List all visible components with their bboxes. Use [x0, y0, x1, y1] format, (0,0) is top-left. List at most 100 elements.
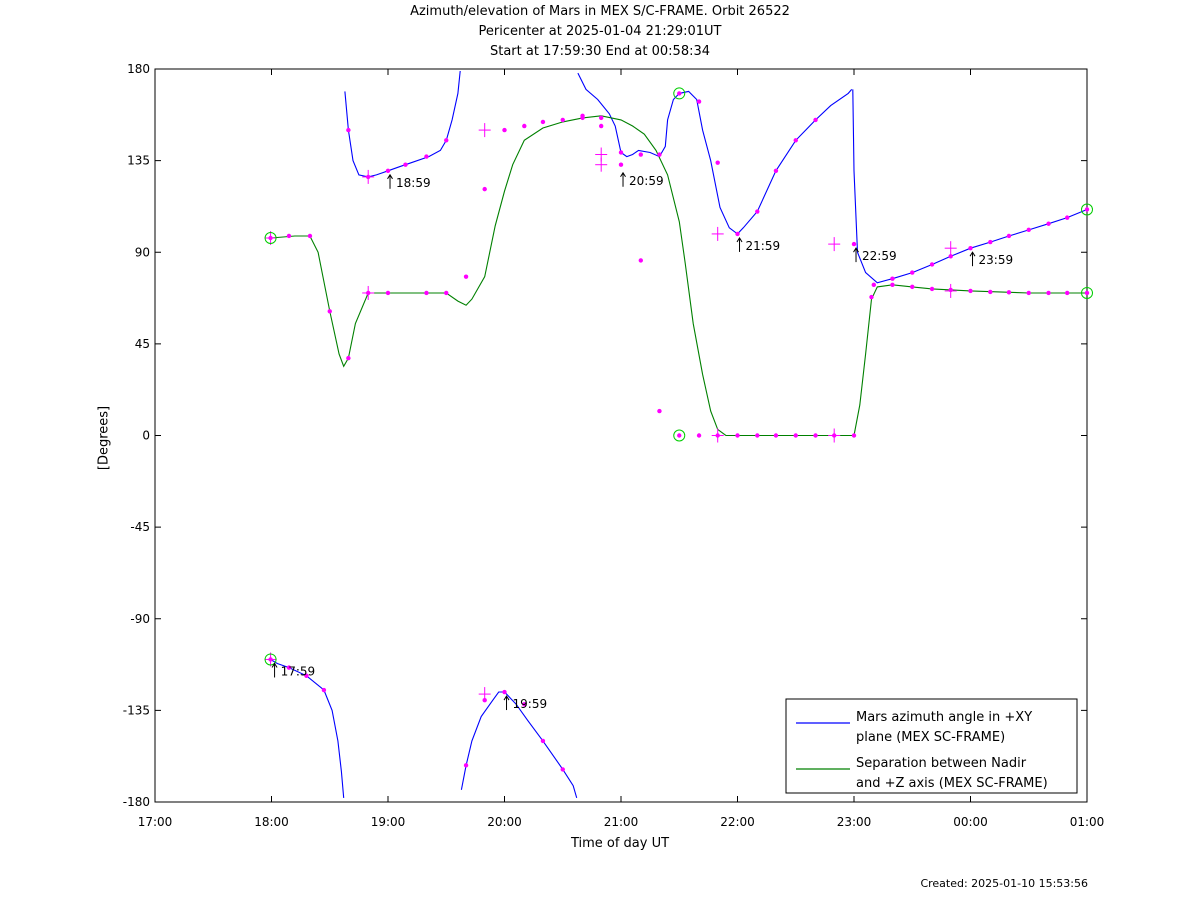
- legend-label: Mars azimuth angle in +XY: [856, 710, 1032, 725]
- data-point-marker: [968, 288, 973, 294]
- time-annotation-label: 20:59: [629, 174, 664, 188]
- x-tick-label: 19:00: [371, 815, 406, 829]
- data-point-marker: [813, 117, 818, 123]
- endpoint-circle-marker: [1081, 203, 1093, 216]
- data-point-marker: [321, 687, 327, 693]
- annotation-arrow-head: [387, 173, 393, 180]
- data-point-marker: [1026, 227, 1031, 233]
- azimuth-series-line: [270, 659, 345, 798]
- chart-subtitle-time-range: Start at 17:59:30 End at 00:58:34: [489, 44, 711, 59]
- data-point-marker: [424, 290, 429, 296]
- data-point-marker: [890, 282, 895, 288]
- annotation-arrow-head: [736, 236, 743, 243]
- data-point-marker: [677, 91, 682, 96]
- data-point-marker: [910, 270, 915, 275]
- data-point-marker: [851, 241, 857, 247]
- data-point-marker: [696, 433, 702, 438]
- separation-series-line: [270, 115, 1087, 437]
- time-annotation-label: 21:59: [746, 239, 781, 253]
- y-tick-label: 135: [127, 154, 150, 168]
- data-point-marker: [1006, 233, 1012, 239]
- time-annotation-label: 19:59: [513, 697, 548, 711]
- x-tick-label: 23:00: [837, 815, 872, 829]
- endpoint-circle-marker: [1081, 286, 1093, 299]
- data-point-marker: [463, 274, 469, 279]
- data-point-marker: [773, 168, 779, 174]
- y-tick-label: 45: [135, 337, 150, 351]
- data-point-marker: [657, 408, 662, 414]
- data-point-marker: [346, 355, 351, 361]
- x-tick-label: 17:00: [138, 815, 173, 829]
- data-point-marker: [1006, 290, 1012, 295]
- data-point-marker: [929, 262, 935, 267]
- data-point-marker: [385, 168, 391, 174]
- data-point-marker: [696, 99, 702, 104]
- data-point-marker: [385, 290, 391, 296]
- data-point-marker: [580, 113, 585, 119]
- data-point-marker: [890, 276, 895, 281]
- data-point-marker: [869, 294, 874, 300]
- azimuth-series-line: [344, 70, 461, 178]
- chart-title: Azimuth/elevation of Mars in MEX S/C-FRA…: [410, 4, 790, 19]
- data-point-marker: [482, 186, 487, 192]
- y-tick-label: 0: [142, 429, 150, 443]
- y-tick-label: 90: [135, 245, 150, 259]
- data-point-marker: [755, 209, 760, 214]
- data-point-marker: [1026, 290, 1031, 296]
- data-point-marker: [444, 138, 449, 143]
- legend-box: [785, 698, 1078, 794]
- data-point-marker: [560, 767, 565, 772]
- data-point-marker: [1046, 221, 1051, 226]
- x-tick-label: 01:00: [1070, 815, 1105, 829]
- endpoint-circle-marker: [264, 653, 277, 666]
- data-point-marker: [1084, 290, 1090, 296]
- time-annotation-label: 18:59: [396, 176, 431, 190]
- time-annotation-label: 17:59: [281, 664, 316, 678]
- data-point-marker: [1064, 215, 1070, 220]
- data-point-marker: [1046, 290, 1051, 296]
- endpoint-circle-marker: [673, 429, 686, 442]
- data-point-marker: [715, 160, 720, 165]
- data-point-marker: [988, 289, 993, 295]
- azimuth-series-line: [577, 72, 853, 235]
- data-point-marker: [444, 290, 449, 296]
- data-point-marker: [638, 152, 644, 157]
- data-point-marker: [286, 665, 292, 670]
- plot-frame: [154, 68, 1088, 803]
- data-point-marker: [307, 233, 313, 239]
- annotation-arrow-head: [271, 662, 278, 668]
- data-point-marker: [286, 233, 292, 239]
- data-point-marker: [851, 433, 857, 438]
- y-axis-label: [Degrees]: [96, 405, 112, 471]
- data-point-marker: [657, 152, 662, 157]
- endpoint-circle-marker: [673, 87, 686, 100]
- data-point-marker: [988, 239, 993, 245]
- data-point-marker: [304, 673, 309, 678]
- data-point-marker: [598, 115, 604, 121]
- data-point-marker: [1084, 207, 1090, 212]
- y-tick-label: -90: [130, 612, 150, 626]
- x-tick-label: 22:00: [720, 815, 755, 829]
- annotation-arrow-head: [853, 247, 859, 253]
- legend-label: Separation between Nadir: [856, 756, 1027, 771]
- data-point-marker: [968, 245, 973, 251]
- data-point-marker: [929, 286, 935, 292]
- legend-label: and +Z axis (MEX SC-FRAME): [856, 776, 1048, 791]
- time-annotation-label: 23:59: [979, 253, 1014, 267]
- y-tick-label: -180: [123, 795, 150, 809]
- created-timestamp: Created: 2025-01-10 15:53:56: [920, 877, 1088, 890]
- data-point-marker: [502, 689, 507, 695]
- annotation-arrow-head: [620, 171, 626, 178]
- y-tick-label: -135: [123, 703, 150, 717]
- data-point-marker: [618, 162, 624, 167]
- y-tick-label: -45: [130, 520, 150, 534]
- x-tick-label: 18:00: [254, 815, 289, 829]
- data-point-marker: [522, 702, 527, 707]
- time-annotation-label: 22:59: [862, 249, 897, 263]
- x-tick-label: 21:00: [604, 815, 639, 829]
- y-tick-label: 180: [127, 62, 150, 76]
- data-point-marker: [793, 138, 798, 143]
- data-point-marker: [773, 433, 779, 438]
- azimuth-series-line: [852, 89, 1088, 284]
